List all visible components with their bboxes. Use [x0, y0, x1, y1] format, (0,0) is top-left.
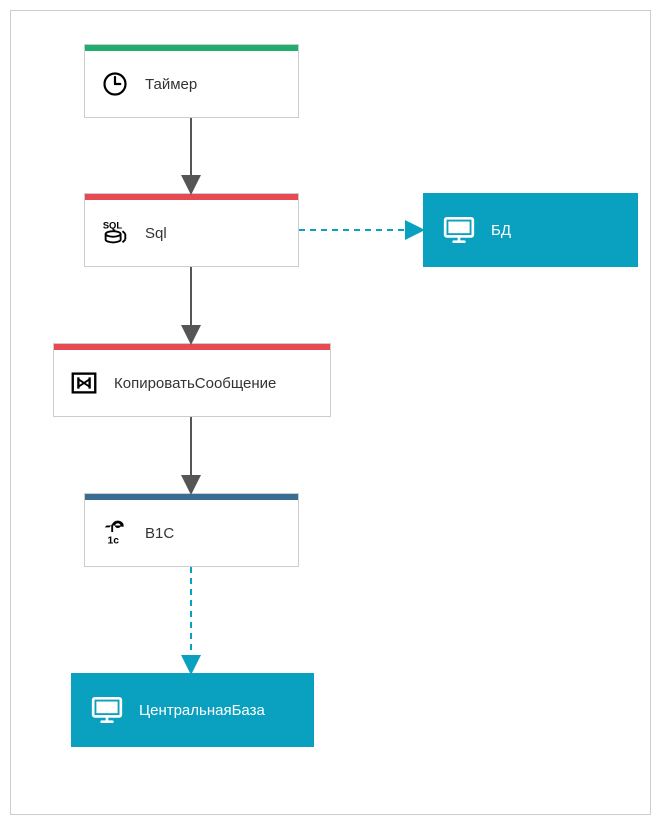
- diagram-frame: Таймер SQL Sql: [10, 10, 651, 815]
- svg-text:1с: 1с: [108, 535, 120, 546]
- monitor-icon: [89, 692, 125, 728]
- resource-db-label: БД: [491, 222, 511, 239]
- node-copy-topbar: [54, 344, 330, 350]
- node-sql-topbar: [85, 194, 298, 200]
- node-timer-label: Таймер: [145, 76, 197, 93]
- node-b1c-label: В1С: [145, 525, 174, 542]
- node-copy[interactable]: КопироватьСообщение: [53, 343, 331, 417]
- 1c-icon: 1с: [99, 517, 131, 549]
- node-b1c[interactable]: 1с В1С: [84, 493, 299, 567]
- svg-text:SQL: SQL: [103, 220, 123, 230]
- node-sql[interactable]: SQL Sql: [84, 193, 299, 267]
- copy-icon: [68, 367, 100, 399]
- node-copy-label: КопироватьСообщение: [114, 375, 276, 392]
- monitor-icon: [441, 212, 477, 248]
- node-sql-label: Sql: [145, 225, 167, 242]
- resource-central-label: ЦентральнаяБаза: [139, 702, 265, 719]
- resource-db[interactable]: БД: [423, 193, 638, 267]
- clock-icon: [99, 68, 131, 100]
- node-timer-topbar: [85, 45, 298, 51]
- diagram-canvas: Таймер SQL Sql: [0, 0, 661, 825]
- node-b1c-topbar: [85, 494, 298, 500]
- sql-icon: SQL: [99, 217, 131, 249]
- resource-central[interactable]: ЦентральнаяБаза: [71, 673, 314, 747]
- node-timer[interactable]: Таймер: [84, 44, 299, 118]
